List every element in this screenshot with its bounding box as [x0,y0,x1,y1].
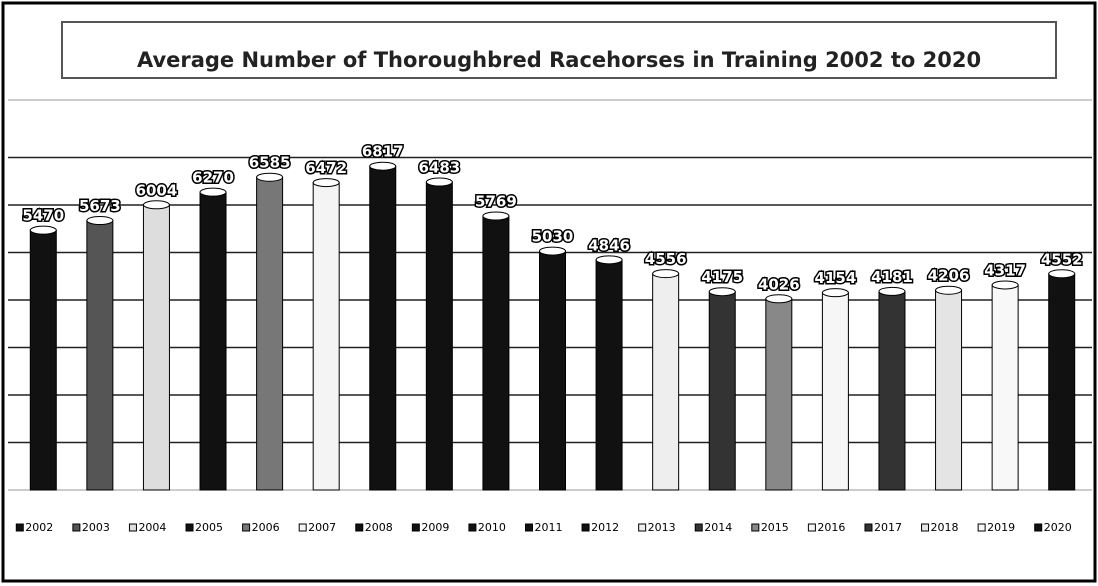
data-label: 4026 [758,275,800,293]
legend-swatch [185,523,194,532]
data-label: 6817 [362,143,404,161]
bar [821,292,849,491]
data-label: 6483 [418,159,460,177]
bar [595,259,623,491]
legend-swatch [525,523,533,532]
bar-cap [1048,269,1076,279]
legend-swatch [694,523,703,532]
bar [425,181,453,491]
bar [878,290,906,491]
bar [142,204,170,491]
legend-swatch [468,523,477,532]
legend-swatch [242,523,251,532]
bar [935,289,963,491]
bar-cap [595,255,623,265]
bar [708,291,736,491]
bar-cap [765,294,793,304]
legend-label: 2009 [421,521,449,534]
bar-cap [312,178,340,188]
title-box [61,21,1057,79]
legend-label: 2004 [138,521,166,534]
legend-label: 2015 [761,521,789,534]
legend-label: 2011 [535,521,563,534]
legend-label: 2002 [25,521,53,534]
bar-cap [878,286,906,296]
bar-cap [708,287,736,297]
legend-swatch [298,523,307,532]
data-label: 5470 [22,207,64,225]
bar-cap [29,225,57,235]
bar-cap [369,161,397,171]
legend-label: 2018 [931,521,959,534]
data-label: 4552 [1041,250,1083,268]
bar [1048,273,1076,491]
legend-swatch [977,523,986,532]
legend-label: 2008 [365,521,393,534]
legend-swatch [807,523,816,532]
legend-label: 2012 [591,521,619,534]
legend-swatch [921,523,930,532]
data-label: 5030 [532,228,574,246]
legend-label: 2007 [308,521,336,534]
bar-cap [425,177,453,187]
legend-label: 2005 [195,521,223,534]
bar-cap [652,269,680,279]
bar [29,229,57,491]
data-label: 6585 [249,154,291,172]
data-label: 4846 [588,236,630,254]
data-label: 6472 [305,159,347,177]
legend-label: 2006 [252,521,280,534]
data-label: 5673 [79,197,121,215]
bar [199,191,227,491]
bar [482,215,510,491]
data-label: 4175 [701,268,743,286]
bar [539,250,566,491]
bar-cap [142,200,170,210]
legend-swatch [411,523,420,532]
bar-cap [821,288,849,298]
data-label: 4154 [815,269,857,287]
chart-title: Average Number of Thoroughbred Racehorse… [137,48,981,72]
legend-swatch [1034,523,1043,532]
bar [765,298,793,491]
legend-label: 2014 [704,521,732,534]
bar [256,176,284,491]
data-label: 4556 [645,250,687,268]
bar-cap [991,280,1019,290]
bar-cap [86,216,114,226]
bar-cap [256,172,284,182]
legend-swatch [864,523,873,532]
bar [369,165,397,491]
legend-swatch [128,523,137,532]
legend-swatch [638,523,647,532]
legend-label: 2013 [648,521,676,534]
legend-label: 2020 [1044,521,1072,534]
data-label: 4317 [984,261,1026,279]
bar-cap [482,211,510,221]
bar-cap [935,285,963,295]
bar-cap [199,187,227,197]
data-label: 4181 [871,268,913,286]
bar [86,220,114,491]
bar [991,284,1019,491]
data-label: 5769 [475,192,517,210]
legend-label: 2019 [987,521,1015,534]
data-label: 4206 [928,267,970,285]
legend-label: 2016 [817,521,845,534]
bar [312,182,340,491]
legend-label: 2017 [874,521,902,534]
bar-cap [539,246,566,256]
legend-swatch [355,523,364,532]
legend-swatch [581,523,590,532]
legend-swatch [72,523,81,532]
data-label: 6270 [192,169,234,187]
legend-label: 2003 [82,521,110,534]
legend-swatch [751,523,760,532]
bar [652,273,680,491]
data-label: 6004 [136,181,178,199]
legend-label: 2010 [478,521,506,534]
legend-swatch [15,523,24,532]
